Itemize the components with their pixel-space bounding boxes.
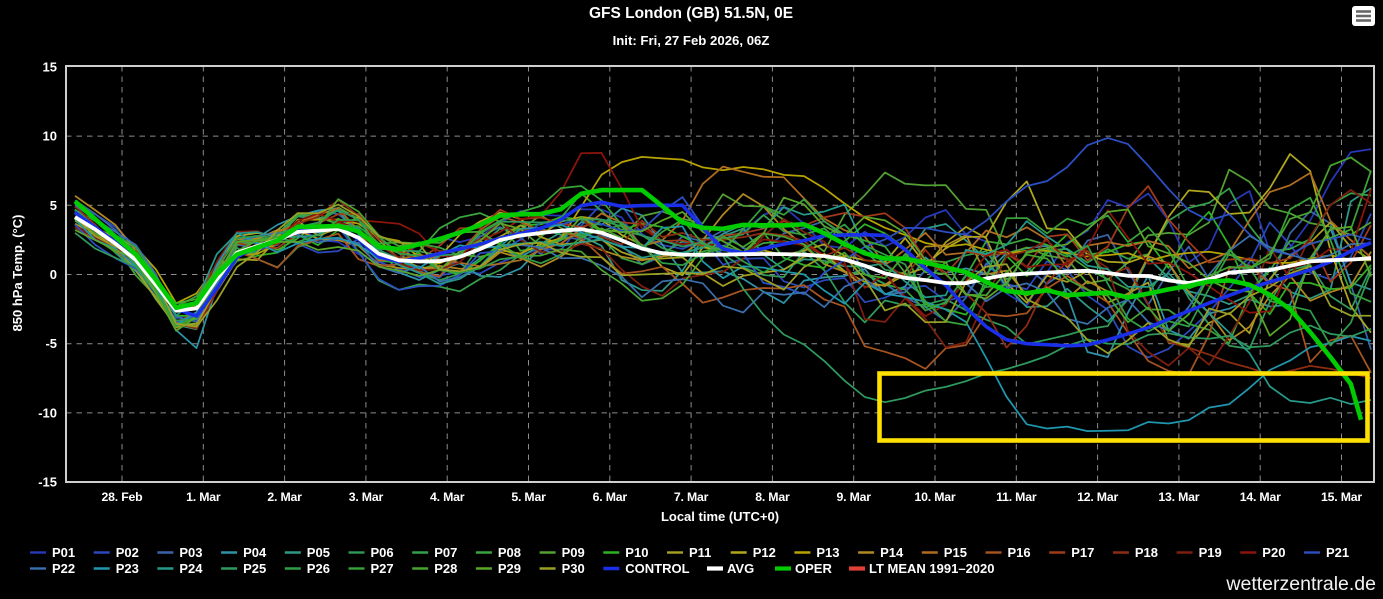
- svg-text:P06: P06: [371, 545, 394, 560]
- svg-text:P18: P18: [1135, 545, 1158, 560]
- svg-text:AVG: AVG: [727, 561, 754, 576]
- svg-text:3. Mar: 3. Mar: [349, 490, 384, 504]
- svg-text:8. Mar: 8. Mar: [755, 490, 790, 504]
- svg-text:9. Mar: 9. Mar: [837, 490, 872, 504]
- svg-text:-15: -15: [38, 475, 57, 490]
- svg-text:5. Mar: 5. Mar: [511, 490, 546, 504]
- svg-text:15: 15: [43, 59, 57, 74]
- svg-text:P19: P19: [1199, 545, 1222, 560]
- svg-text:P10: P10: [625, 545, 648, 560]
- svg-text:P28: P28: [434, 561, 457, 576]
- svg-text:GFS London (GB) 51.5N, 0E: GFS London (GB) 51.5N, 0E: [589, 5, 793, 22]
- svg-text:7. Mar: 7. Mar: [674, 490, 709, 504]
- svg-text:1. Mar: 1. Mar: [186, 490, 221, 504]
- svg-text:P05: P05: [307, 545, 330, 560]
- svg-text:LT MEAN 1991–2020: LT MEAN 1991–2020: [869, 561, 995, 576]
- svg-text:P13: P13: [816, 545, 839, 560]
- svg-text:11. Mar: 11. Mar: [996, 490, 1037, 504]
- svg-text:P26: P26: [307, 561, 330, 576]
- svg-text:14. Mar: 14. Mar: [1240, 490, 1281, 504]
- svg-text:-5: -5: [45, 336, 57, 351]
- svg-text:12. Mar: 12. Mar: [1077, 490, 1118, 504]
- svg-text:P21: P21: [1326, 545, 1349, 560]
- svg-text:-10: -10: [38, 405, 57, 420]
- svg-text:P14: P14: [880, 545, 904, 560]
- svg-text:Local time (UTC+0): Local time (UTC+0): [661, 509, 779, 524]
- svg-text:P02: P02: [116, 545, 139, 560]
- svg-text:10: 10: [43, 129, 57, 144]
- svg-text:P03: P03: [179, 545, 202, 560]
- svg-text:10. Mar: 10. Mar: [915, 490, 956, 504]
- svg-text:CONTROL: CONTROL: [625, 561, 689, 576]
- svg-text:P25: P25: [243, 561, 266, 576]
- svg-text:P16: P16: [1008, 545, 1031, 560]
- svg-text:6. Mar: 6. Mar: [593, 490, 628, 504]
- svg-text:P11: P11: [689, 545, 711, 560]
- svg-text:P04: P04: [243, 545, 267, 560]
- svg-text:Init: Fri, 27 Feb 2026, 06Z: Init: Fri, 27 Feb 2026, 06Z: [613, 33, 770, 48]
- svg-text:4. Mar: 4. Mar: [430, 490, 465, 504]
- svg-text:P20: P20: [1262, 545, 1285, 560]
- svg-text:28. Feb: 28. Feb: [102, 490, 143, 504]
- svg-text:P08: P08: [498, 545, 521, 560]
- svg-text:P17: P17: [1071, 545, 1094, 560]
- svg-text:P29: P29: [498, 561, 521, 576]
- svg-text:13. Mar: 13. Mar: [1158, 490, 1199, 504]
- svg-text:wetterzentrale.de: wetterzentrale.de: [1225, 573, 1376, 594]
- svg-text:0: 0: [50, 267, 57, 282]
- svg-text:5: 5: [50, 198, 57, 213]
- svg-text:P27: P27: [371, 561, 394, 576]
- svg-text:850 hPa Temp. (°C): 850 hPa Temp. (°C): [10, 215, 25, 332]
- svg-text:P22: P22: [52, 561, 75, 576]
- svg-text:P30: P30: [562, 561, 585, 576]
- svg-text:P15: P15: [944, 545, 967, 560]
- svg-text:2. Mar: 2. Mar: [267, 490, 302, 504]
- svg-text:P01: P01: [52, 545, 75, 560]
- svg-text:P24: P24: [179, 561, 203, 576]
- svg-text:P23: P23: [116, 561, 139, 576]
- svg-text:OPER: OPER: [795, 561, 832, 576]
- svg-text:P09: P09: [562, 545, 585, 560]
- svg-text:P12: P12: [753, 545, 776, 560]
- svg-text:P07: P07: [434, 545, 457, 560]
- svg-text:15. Mar: 15. Mar: [1321, 490, 1362, 504]
